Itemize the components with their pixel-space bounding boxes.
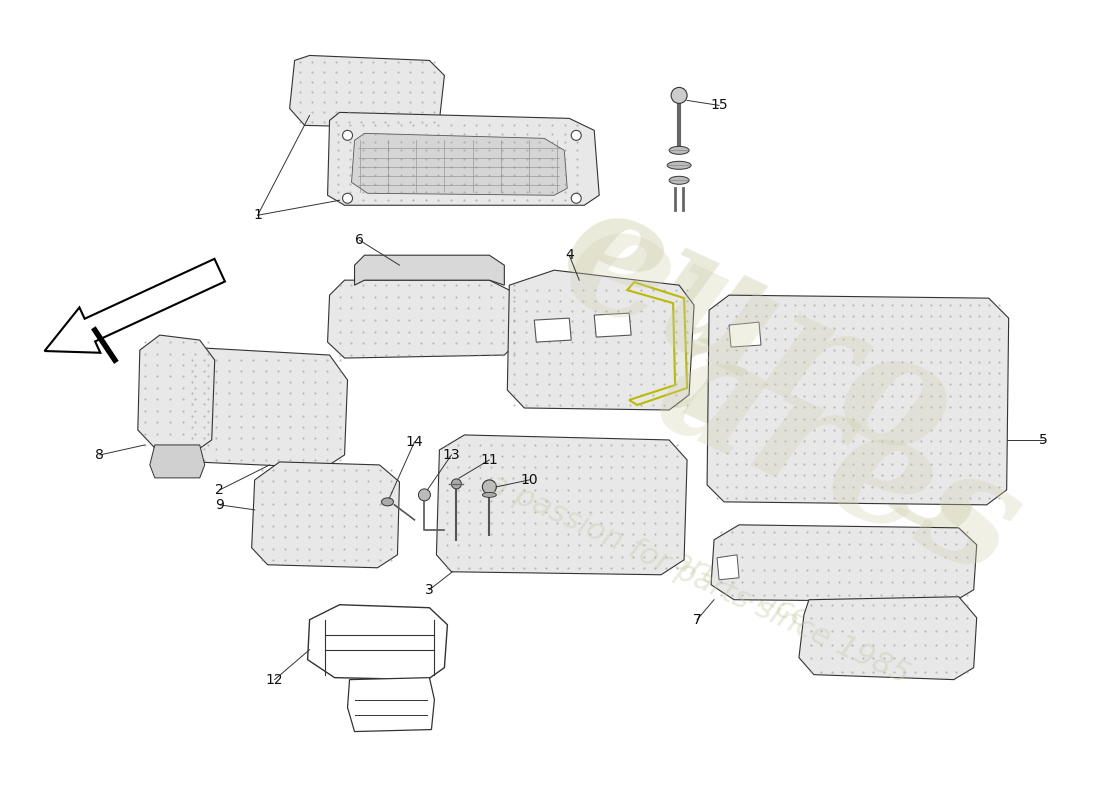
Text: euro: euro bbox=[541, 184, 977, 496]
Ellipse shape bbox=[483, 492, 496, 498]
Text: 15: 15 bbox=[711, 98, 728, 112]
Text: euro: euro bbox=[540, 170, 957, 470]
Circle shape bbox=[342, 130, 352, 140]
Text: 10: 10 bbox=[520, 473, 538, 487]
Circle shape bbox=[483, 480, 496, 494]
Ellipse shape bbox=[669, 146, 689, 154]
Text: 5: 5 bbox=[1040, 433, 1048, 447]
Ellipse shape bbox=[667, 162, 691, 170]
Polygon shape bbox=[348, 678, 435, 731]
Circle shape bbox=[418, 489, 430, 501]
Text: 8: 8 bbox=[96, 448, 104, 462]
Circle shape bbox=[571, 194, 581, 203]
Text: 9: 9 bbox=[216, 498, 224, 512]
Polygon shape bbox=[799, 597, 977, 680]
Text: 12: 12 bbox=[266, 673, 284, 686]
Polygon shape bbox=[138, 335, 214, 452]
Polygon shape bbox=[535, 318, 571, 342]
Circle shape bbox=[571, 130, 581, 140]
Polygon shape bbox=[328, 280, 519, 358]
Polygon shape bbox=[707, 295, 1009, 505]
Text: 11: 11 bbox=[481, 453, 498, 467]
Text: 13: 13 bbox=[442, 448, 460, 462]
Polygon shape bbox=[354, 255, 504, 285]
Text: 3: 3 bbox=[425, 582, 433, 597]
Circle shape bbox=[671, 87, 688, 103]
Polygon shape bbox=[252, 462, 399, 568]
Ellipse shape bbox=[669, 176, 689, 184]
Polygon shape bbox=[437, 435, 688, 574]
Polygon shape bbox=[729, 322, 761, 347]
Polygon shape bbox=[352, 134, 568, 195]
Text: 4: 4 bbox=[565, 248, 573, 262]
Text: 7: 7 bbox=[693, 613, 702, 626]
Text: a passion for parts since 1985: a passion for parts since 1985 bbox=[484, 470, 914, 690]
Polygon shape bbox=[289, 55, 444, 128]
Polygon shape bbox=[308, 605, 448, 680]
Polygon shape bbox=[328, 112, 600, 206]
Polygon shape bbox=[507, 270, 694, 410]
Text: a passion for parts since 1985: a passion for parts since 1985 bbox=[464, 450, 894, 670]
Circle shape bbox=[342, 194, 352, 203]
Text: 2: 2 bbox=[216, 483, 224, 497]
Polygon shape bbox=[182, 348, 348, 468]
Polygon shape bbox=[594, 313, 631, 337]
Ellipse shape bbox=[382, 498, 394, 506]
Text: ares: ares bbox=[623, 286, 1014, 574]
Text: 14: 14 bbox=[406, 435, 424, 449]
Text: 6: 6 bbox=[355, 234, 364, 247]
Text: ares: ares bbox=[635, 310, 1043, 610]
Polygon shape bbox=[717, 554, 739, 580]
Text: 1: 1 bbox=[253, 208, 262, 222]
Polygon shape bbox=[711, 525, 977, 602]
FancyArrow shape bbox=[44, 259, 224, 353]
Polygon shape bbox=[150, 445, 205, 478]
Circle shape bbox=[451, 479, 461, 489]
